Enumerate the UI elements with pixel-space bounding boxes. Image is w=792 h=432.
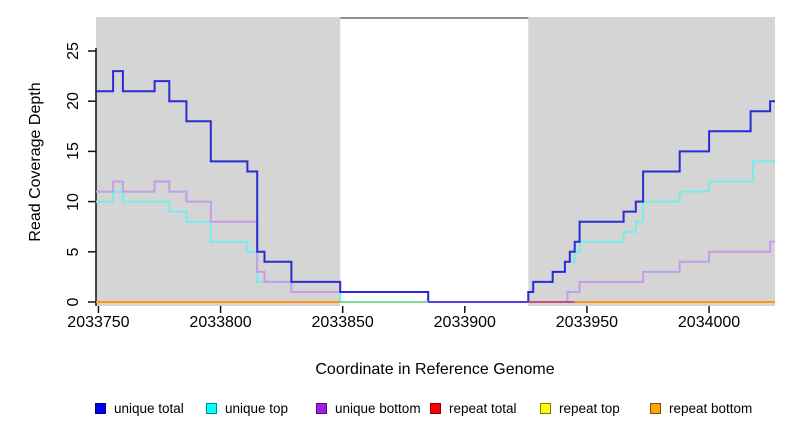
legend-item-repeat-bottom: repeat bottom <box>650 400 753 416</box>
x-tick-label-2: 2033850 <box>311 314 374 331</box>
legend-swatch-icon <box>206 402 217 414</box>
series-line-unique-total <box>96 70 775 303</box>
legend-swatch-icon <box>540 402 551 414</box>
legend-label: repeat total <box>449 400 517 416</box>
legend-item-repeat-total: repeat total <box>430 400 517 416</box>
legend-swatch-icon <box>650 402 661 414</box>
x-tick-label-1: 2033800 <box>189 314 252 331</box>
y-tick-label-4: 20 <box>65 92 82 111</box>
legend-label: repeat top <box>559 400 620 416</box>
legend-item-repeat-top: repeat top <box>540 400 620 416</box>
y-axis-title: Read Coverage Depth <box>27 82 44 242</box>
series-line-unique-bottom <box>96 180 775 303</box>
legend-label: unique bottom <box>335 400 421 416</box>
legend-swatch-icon <box>316 402 327 414</box>
legend-swatch-icon <box>95 402 106 414</box>
legend-label: unique total <box>114 400 184 416</box>
x-axis-title: Coordinate in Reference Genome <box>315 361 555 378</box>
y-tick-label-5: 25 <box>65 42 82 60</box>
y-tick-label-3: 15 <box>65 142 82 161</box>
legend-item-unique-total: unique total <box>95 400 184 416</box>
x-tick-label-4: 2033950 <box>555 314 619 331</box>
y-tick-label-1: 5 <box>65 247 82 257</box>
y-tick-label-0: 0 <box>65 297 82 307</box>
x-tick-label-0: 2033750 <box>67 314 130 331</box>
x-tick-label-5: 2034000 <box>677 314 741 331</box>
y-tick-label-2: 10 <box>65 192 82 211</box>
legend-label: repeat bottom <box>669 400 753 416</box>
legend-item-unique-bottom: unique bottom <box>316 400 421 416</box>
legend-swatch-icon <box>430 402 441 414</box>
legend-label: unique top <box>225 400 289 416</box>
legend-item-unique-top: unique top <box>206 400 289 416</box>
x-tick-label-3: 2033900 <box>433 314 496 331</box>
